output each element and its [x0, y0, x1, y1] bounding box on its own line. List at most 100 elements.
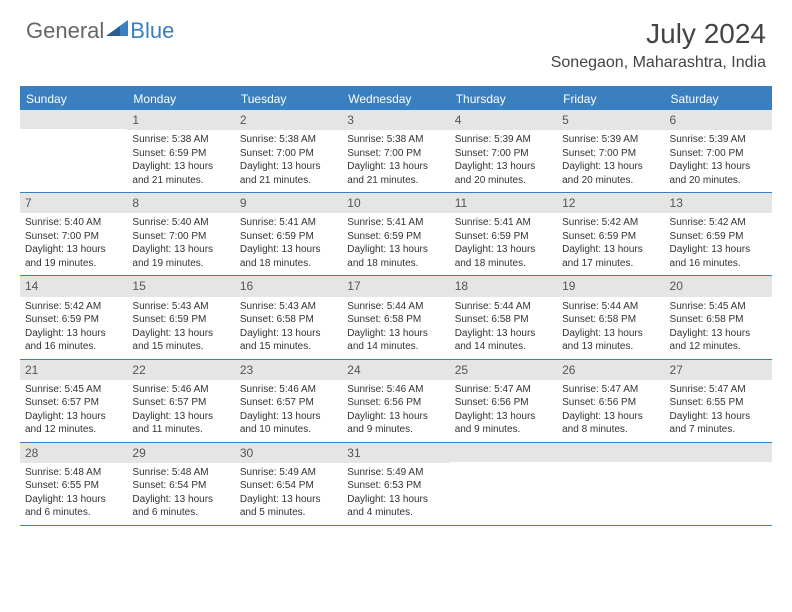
day-cell: 16Sunrise: 5:43 AMSunset: 6:58 PMDayligh…: [235, 276, 342, 358]
daylight-text: Daylight: 13 hours and 21 minutes.: [240, 160, 337, 187]
day-content: Sunrise: 5:39 AMSunset: 7:00 PMDaylight:…: [665, 130, 772, 192]
title-area: July 2024 Sonegaon, Maharashtra, India: [551, 18, 766, 72]
daylight-text: Daylight: 13 hours and 21 minutes.: [132, 160, 229, 187]
day-cell: 21Sunrise: 5:45 AMSunset: 6:57 PMDayligh…: [20, 360, 127, 442]
daylight-text: Daylight: 13 hours and 16 minutes.: [670, 243, 767, 270]
day-cell: 23Sunrise: 5:46 AMSunset: 6:57 PMDayligh…: [235, 360, 342, 442]
daylight-text: Daylight: 13 hours and 21 minutes.: [347, 160, 444, 187]
day-cell: 22Sunrise: 5:46 AMSunset: 6:57 PMDayligh…: [127, 360, 234, 442]
sunrise-text: Sunrise: 5:47 AM: [455, 383, 552, 397]
sunset-text: Sunset: 7:00 PM: [25, 230, 122, 244]
day-number: 14: [20, 276, 127, 296]
sunrise-text: Sunrise: 5:43 AM: [132, 300, 229, 314]
sunrise-text: Sunrise: 5:44 AM: [455, 300, 552, 314]
sunrise-text: Sunrise: 5:45 AM: [670, 300, 767, 314]
day-number: 13: [665, 193, 772, 213]
day-number: 17: [342, 276, 449, 296]
day-cell: [665, 443, 772, 525]
sunset-text: Sunset: 6:59 PM: [132, 313, 229, 327]
day-cell: 6Sunrise: 5:39 AMSunset: 7:00 PMDaylight…: [665, 110, 772, 192]
daylight-text: Daylight: 13 hours and 15 minutes.: [132, 327, 229, 354]
sunrise-text: Sunrise: 5:41 AM: [240, 216, 337, 230]
sunrise-text: Sunrise: 5:38 AM: [240, 133, 337, 147]
month-title: July 2024: [551, 18, 766, 50]
day-number: 3: [342, 110, 449, 130]
day-number-empty: [450, 443, 557, 462]
sunset-text: Sunset: 6:57 PM: [132, 396, 229, 410]
sunset-text: Sunset: 6:55 PM: [25, 479, 122, 493]
daylight-text: Daylight: 13 hours and 15 minutes.: [240, 327, 337, 354]
day-content: Sunrise: 5:41 AMSunset: 6:59 PMDaylight:…: [235, 213, 342, 275]
day-content: Sunrise: 5:40 AMSunset: 7:00 PMDaylight:…: [20, 213, 127, 275]
sunrise-text: Sunrise: 5:38 AM: [132, 133, 229, 147]
day-content: Sunrise: 5:44 AMSunset: 6:58 PMDaylight:…: [557, 297, 664, 359]
day-number: 10: [342, 193, 449, 213]
day-content: Sunrise: 5:49 AMSunset: 6:53 PMDaylight:…: [342, 463, 449, 525]
day-header-sunday: Sunday: [20, 88, 127, 110]
day-header-tuesday: Tuesday: [235, 88, 342, 110]
sunrise-text: Sunrise: 5:42 AM: [562, 216, 659, 230]
day-cell: 2Sunrise: 5:38 AMSunset: 7:00 PMDaylight…: [235, 110, 342, 192]
sunset-text: Sunset: 6:58 PM: [240, 313, 337, 327]
logo-triangle-icon: [106, 20, 128, 36]
location-label: Sonegaon, Maharashtra, India: [551, 54, 766, 72]
sunset-text: Sunset: 6:58 PM: [455, 313, 552, 327]
day-cell: 10Sunrise: 5:41 AMSunset: 6:59 PMDayligh…: [342, 193, 449, 275]
daylight-text: Daylight: 13 hours and 9 minutes.: [347, 410, 444, 437]
day-header-thursday: Thursday: [450, 88, 557, 110]
sunrise-text: Sunrise: 5:38 AM: [347, 133, 444, 147]
day-header-monday: Monday: [127, 88, 234, 110]
daylight-text: Daylight: 13 hours and 12 minutes.: [25, 410, 122, 437]
sunrise-text: Sunrise: 5:41 AM: [347, 216, 444, 230]
day-cell: 13Sunrise: 5:42 AMSunset: 6:59 PMDayligh…: [665, 193, 772, 275]
day-number: 4: [450, 110, 557, 130]
week-row: 21Sunrise: 5:45 AMSunset: 6:57 PMDayligh…: [20, 360, 772, 443]
day-content: Sunrise: 5:43 AMSunset: 6:59 PMDaylight:…: [127, 297, 234, 359]
day-header-saturday: Saturday: [665, 88, 772, 110]
day-cell: 9Sunrise: 5:41 AMSunset: 6:59 PMDaylight…: [235, 193, 342, 275]
sunrise-text: Sunrise: 5:45 AM: [25, 383, 122, 397]
sunset-text: Sunset: 7:00 PM: [240, 147, 337, 161]
sunrise-text: Sunrise: 5:49 AM: [347, 466, 444, 480]
day-content: Sunrise: 5:48 AMSunset: 6:54 PMDaylight:…: [127, 463, 234, 525]
sunrise-text: Sunrise: 5:39 AM: [562, 133, 659, 147]
day-number: 16: [235, 276, 342, 296]
day-cell: 19Sunrise: 5:44 AMSunset: 6:58 PMDayligh…: [557, 276, 664, 358]
day-content: Sunrise: 5:40 AMSunset: 7:00 PMDaylight:…: [127, 213, 234, 275]
logo: General Blue: [26, 18, 174, 44]
day-content: Sunrise: 5:45 AMSunset: 6:57 PMDaylight:…: [20, 380, 127, 442]
day-cell: [20, 110, 127, 192]
day-cell: 7Sunrise: 5:40 AMSunset: 7:00 PMDaylight…: [20, 193, 127, 275]
sunset-text: Sunset: 6:58 PM: [347, 313, 444, 327]
sunset-text: Sunset: 6:59 PM: [562, 230, 659, 244]
sunset-text: Sunset: 7:00 PM: [132, 230, 229, 244]
day-number-empty: [557, 443, 664, 462]
sunset-text: Sunset: 6:53 PM: [347, 479, 444, 493]
sunset-text: Sunset: 6:59 PM: [455, 230, 552, 244]
daylight-text: Daylight: 13 hours and 13 minutes.: [562, 327, 659, 354]
day-number: 11: [450, 193, 557, 213]
sunset-text: Sunset: 7:00 PM: [562, 147, 659, 161]
sunset-text: Sunset: 6:59 PM: [132, 147, 229, 161]
day-cell: 18Sunrise: 5:44 AMSunset: 6:58 PMDayligh…: [450, 276, 557, 358]
day-content: Sunrise: 5:49 AMSunset: 6:54 PMDaylight:…: [235, 463, 342, 525]
sunrise-text: Sunrise: 5:46 AM: [132, 383, 229, 397]
day-number: 1: [127, 110, 234, 130]
day-cell: 31Sunrise: 5:49 AMSunset: 6:53 PMDayligh…: [342, 443, 449, 525]
day-number-empty: [665, 443, 772, 462]
sunrise-text: Sunrise: 5:46 AM: [347, 383, 444, 397]
logo-text-blue: Blue: [130, 18, 174, 44]
sunrise-text: Sunrise: 5:40 AM: [25, 216, 122, 230]
week-row: 7Sunrise: 5:40 AMSunset: 7:00 PMDaylight…: [20, 193, 772, 276]
sunrise-text: Sunrise: 5:44 AM: [562, 300, 659, 314]
day-cell: 5Sunrise: 5:39 AMSunset: 7:00 PMDaylight…: [557, 110, 664, 192]
header: General Blue July 2024 Sonegaon, Maharas…: [0, 0, 792, 78]
sunrise-text: Sunrise: 5:48 AM: [132, 466, 229, 480]
day-number: 26: [557, 360, 664, 380]
day-content: Sunrise: 5:45 AMSunset: 6:58 PMDaylight:…: [665, 297, 772, 359]
day-cell: 4Sunrise: 5:39 AMSunset: 7:00 PMDaylight…: [450, 110, 557, 192]
sunset-text: Sunset: 7:00 PM: [455, 147, 552, 161]
day-content: Sunrise: 5:42 AMSunset: 6:59 PMDaylight:…: [665, 213, 772, 275]
day-content: Sunrise: 5:42 AMSunset: 6:59 PMDaylight:…: [20, 297, 127, 359]
day-content: Sunrise: 5:47 AMSunset: 6:55 PMDaylight:…: [665, 380, 772, 442]
